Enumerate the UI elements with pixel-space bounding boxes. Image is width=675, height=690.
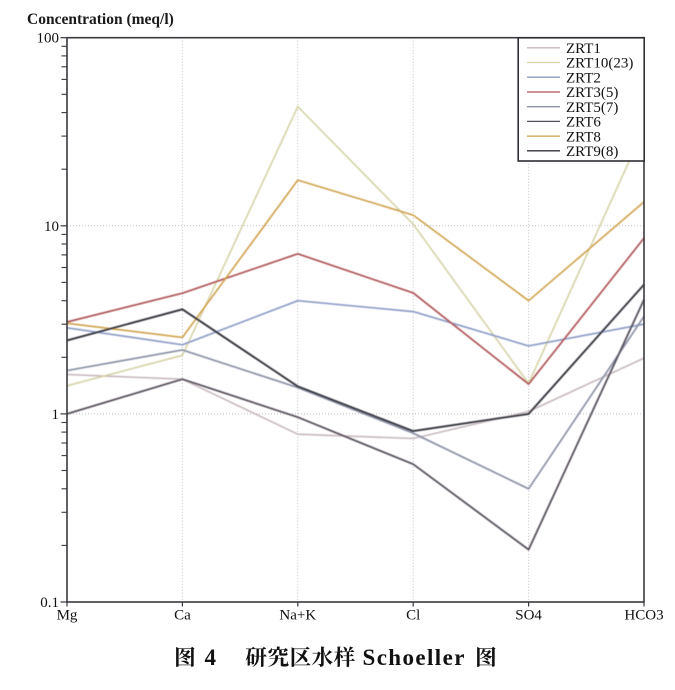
svg-text:ZRT9(8): ZRT9(8) [566,144,618,160]
svg-text:1: 1 [52,407,60,423]
svg-text:HCO3: HCO3 [624,608,663,624]
svg-text:Ca: Ca [174,608,191,624]
svg-text:ZRT6: ZRT6 [566,115,601,131]
svg-text:ZRT2: ZRT2 [566,70,601,86]
svg-text:Mg: Mg [57,608,78,624]
svg-text:Cl: Cl [406,608,420,624]
svg-text:ZRT1: ZRT1 [566,41,601,57]
svg-text:4: 4 [205,645,217,670]
svg-text:Na+K: Na+K [279,608,316,624]
svg-text:ZRT5(7): ZRT5(7) [566,100,618,116]
svg-text:0.1: 0.1 [40,595,59,611]
svg-text:SO4: SO4 [515,608,542,624]
svg-text:ZRT10(23): ZRT10(23) [566,56,633,72]
svg-text:ZRT3(5): ZRT3(5) [566,85,618,101]
svg-text:Schoeller: Schoeller [363,645,466,670]
svg-text:Concentration (meq/l): Concentration (meq/l) [27,11,174,28]
svg-text:ZRT8: ZRT8 [566,129,601,145]
svg-text:10: 10 [44,219,59,235]
svg-text:100: 100 [37,31,60,47]
